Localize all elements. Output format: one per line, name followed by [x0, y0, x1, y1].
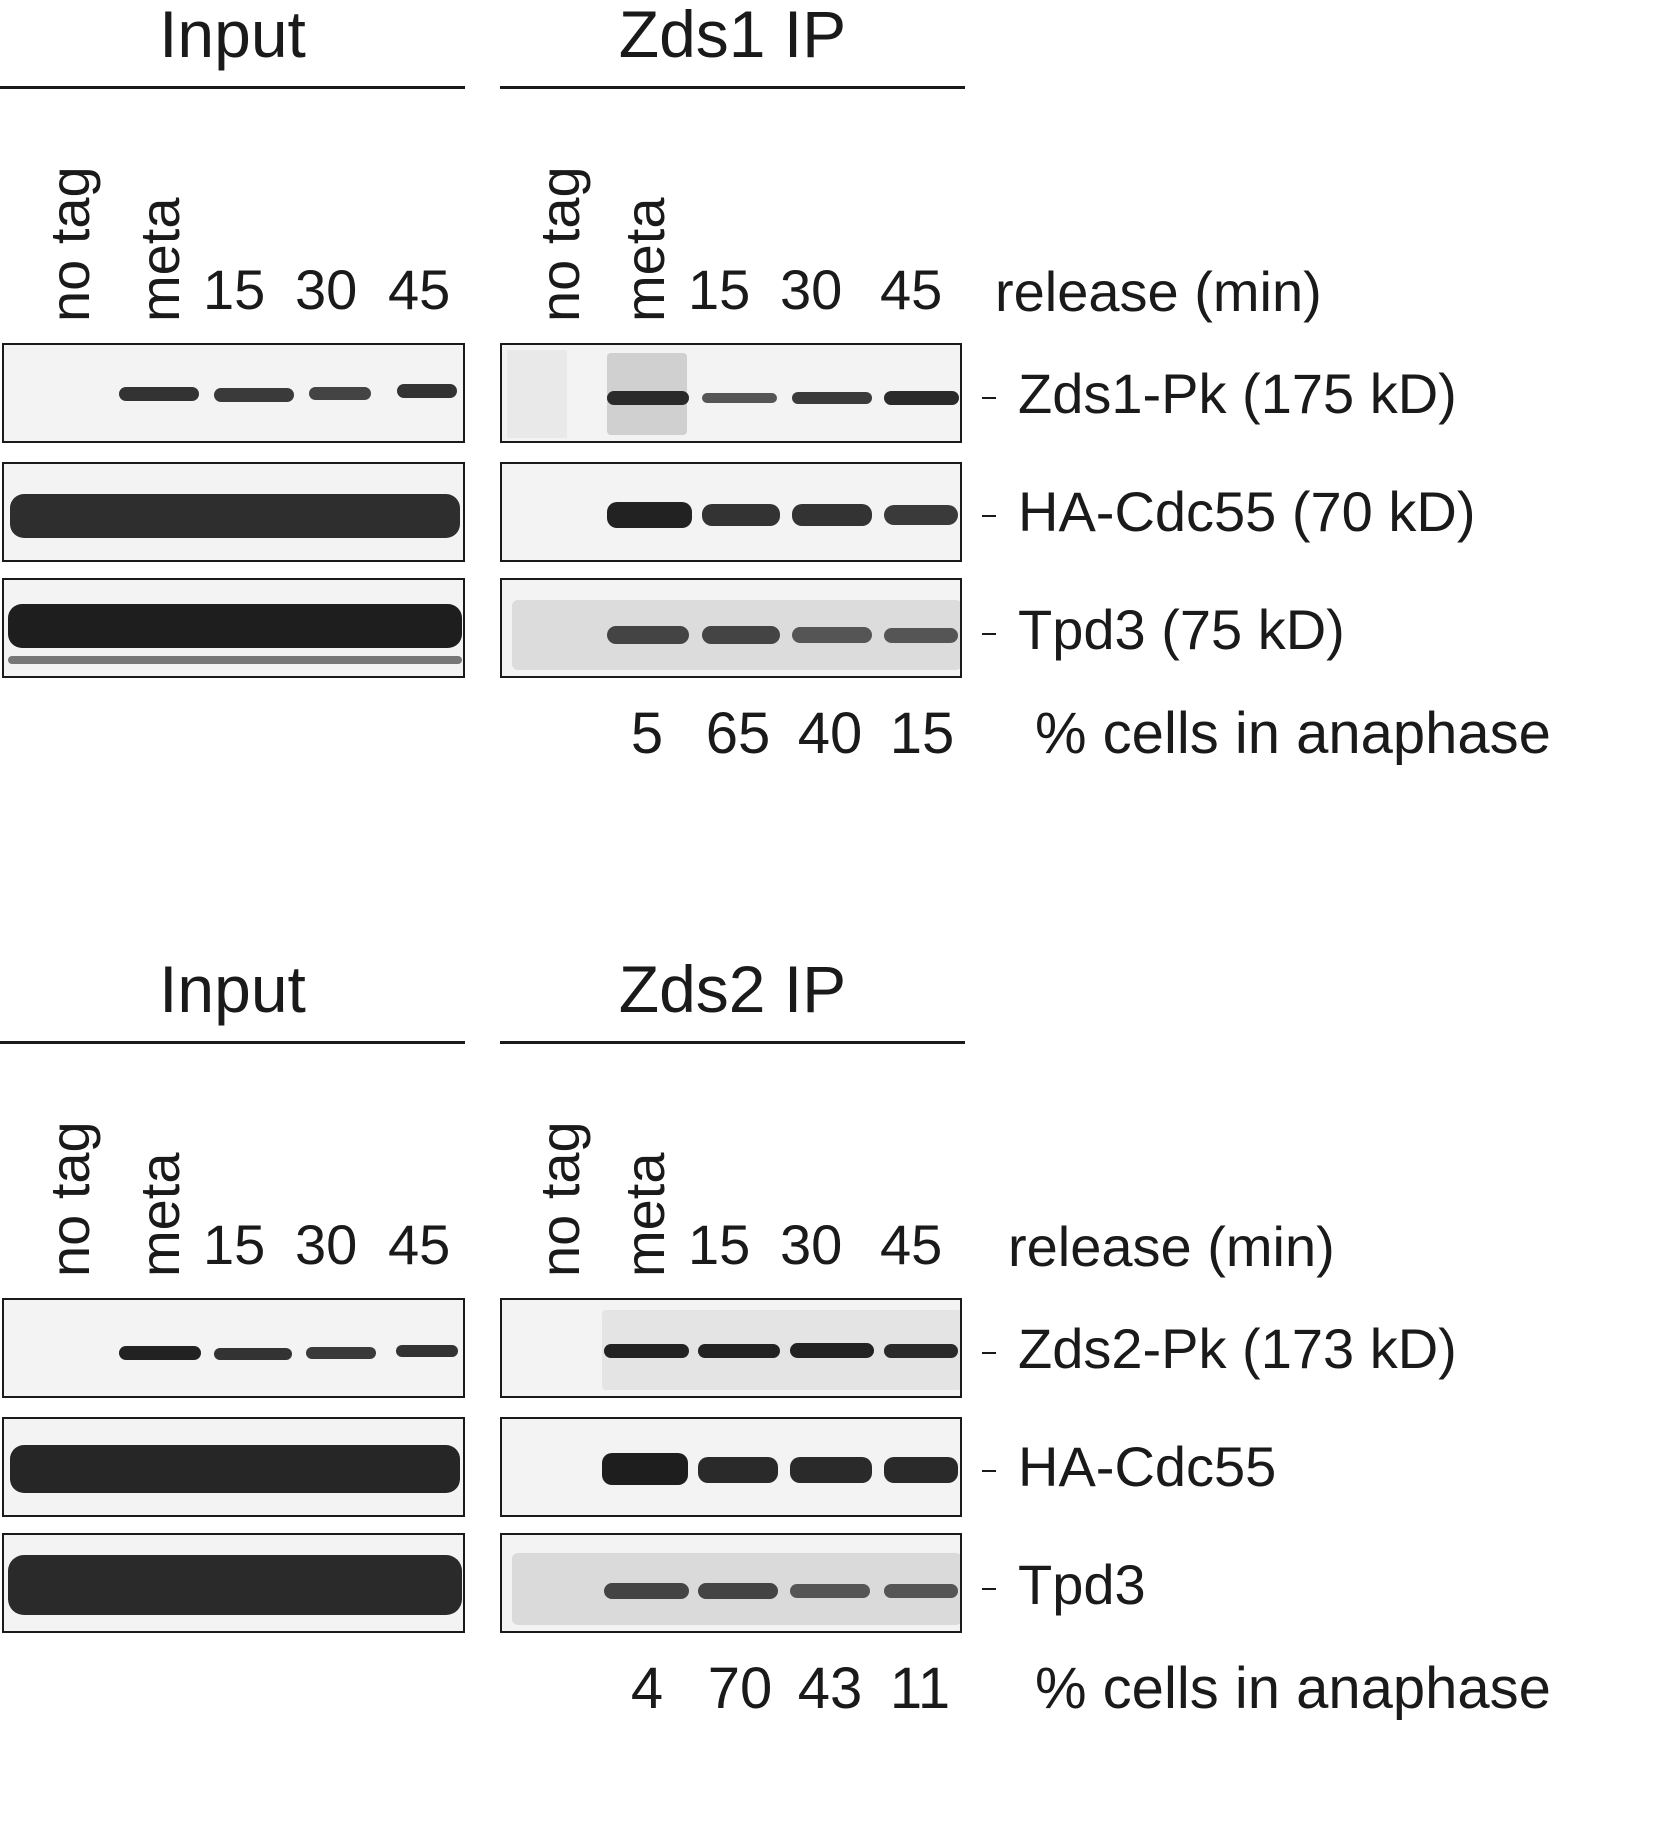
blot-ip-row2 — [500, 1417, 962, 1517]
lane-label-ip-15: 15 — [688, 1213, 751, 1276]
ip-header: Zds2 IP — [618, 952, 847, 1026]
lane-label-input-notag: no tag — [38, 1121, 101, 1277]
lane-label-ip-meta: meta — [613, 1152, 676, 1278]
marker-tick — [982, 397, 996, 400]
protein-label-row2: HA-Cdc55 — [982, 1436, 1276, 1498]
figure-panel-zds2: Input Zds2 IP no tag meta 15 30 45 no ta… — [0, 952, 1668, 1825]
anaphase-value-meta: 5 — [630, 701, 664, 766]
anaphase-label: % cells in anaphase — [1035, 1656, 1551, 1721]
protein-name: Zds2-Pk (173 kD) — [1018, 1317, 1457, 1380]
release-label: release (min) — [995, 260, 1322, 323]
lane-label-input-45: 45 — [388, 258, 451, 321]
lane-label-input-15: 15 — [203, 1213, 266, 1276]
input-header: Input — [159, 0, 306, 71]
anaphase-value-45: 11 — [889, 1656, 951, 1721]
blot-ip-row3 — [500, 1533, 962, 1633]
lane-label-input-meta: meta — [128, 1152, 191, 1278]
lane-label-input-45: 45 — [388, 1213, 451, 1276]
blot-input-row1 — [2, 343, 465, 443]
ip-header: Zds1 IP — [618, 0, 847, 71]
blot-input-row3 — [2, 578, 465, 678]
lane-label-ip-15: 15 — [688, 258, 751, 321]
anaphase-value-15: 65 — [705, 701, 771, 766]
marker-tick — [982, 633, 996, 636]
anaphase-label: % cells in anaphase — [1035, 701, 1551, 766]
lane-label-ip-30: 30 — [780, 258, 843, 321]
marker-tick — [982, 1588, 996, 1591]
blot-input-row2 — [2, 1417, 465, 1517]
input-header-rule — [0, 86, 465, 89]
figure-panel-zds1: Input Zds1 IP no tag meta 15 30 45 no ta… — [0, 0, 1668, 870]
lane-label-ip-30: 30 — [780, 1213, 843, 1276]
ip-header-rule — [500, 1041, 965, 1044]
input-header-rule — [0, 1041, 465, 1044]
protein-name: Tpd3 — [1018, 1553, 1146, 1616]
ip-header-rule — [500, 86, 965, 89]
marker-tick — [982, 1352, 996, 1355]
lane-label-ip-meta: meta — [613, 197, 676, 323]
protein-label-row2: HA-Cdc55 (70 kD) — [982, 481, 1475, 543]
blot-input-row1 — [2, 1298, 465, 1398]
lane-label-input-15: 15 — [203, 258, 266, 321]
release-label: release (min) — [1008, 1215, 1335, 1278]
protein-name: Zds1-Pk (175 kD) — [1018, 362, 1457, 425]
lane-label-input-30: 30 — [295, 1213, 358, 1276]
protein-name: HA-Cdc55 (70 kD) — [1018, 480, 1476, 543]
protein-label-row3: Tpd3 — [982, 1554, 1146, 1616]
protein-name: HA-Cdc55 — [1018, 1435, 1277, 1498]
marker-tick — [982, 1470, 996, 1473]
lane-label-ip-notag: no tag — [528, 166, 591, 322]
anaphase-value-30: 40 — [797, 701, 863, 766]
lane-label-ip-45: 45 — [880, 258, 943, 321]
lane-label-ip-45: 45 — [880, 1213, 943, 1276]
blot-input-row2 — [2, 462, 465, 562]
anaphase-value-15: 70 — [707, 1656, 773, 1721]
lane-label-input-notag: no tag — [38, 166, 101, 322]
anaphase-value-45: 15 — [889, 701, 955, 766]
protein-label-row3: Tpd3 (75 kD) — [982, 599, 1345, 661]
anaphase-value-30: 43 — [797, 1656, 863, 1721]
protein-label-row1: Zds1-Pk (175 kD) — [982, 363, 1457, 425]
anaphase-value-meta: 4 — [630, 1656, 664, 1721]
blot-ip-row1 — [500, 1298, 962, 1398]
blot-input-row3 — [2, 1533, 465, 1633]
input-header: Input — [159, 952, 306, 1026]
blot-ip-row3 — [500, 578, 962, 678]
blot-ip-row2 — [500, 462, 962, 562]
blot-ip-row1 — [500, 343, 962, 443]
lane-label-input-meta: meta — [128, 197, 191, 323]
protein-name: Tpd3 (75 kD) — [1018, 598, 1345, 661]
protein-label-row1: Zds2-Pk (173 kD) — [982, 1318, 1457, 1380]
marker-tick — [982, 515, 996, 518]
lane-label-input-30: 30 — [295, 258, 358, 321]
lane-label-ip-notag: no tag — [528, 1121, 591, 1277]
